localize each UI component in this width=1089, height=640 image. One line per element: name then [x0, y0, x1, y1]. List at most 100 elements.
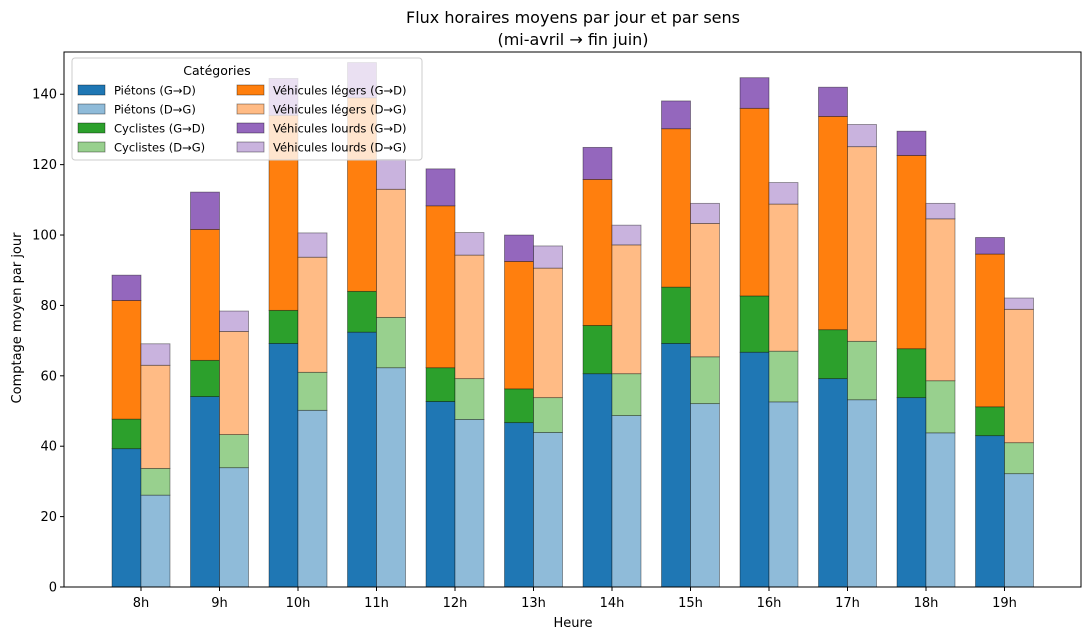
- bar-vehicules-legers-d-to-g-17h: [847, 146, 877, 342]
- legend-swatch-vehicules-lourds-g-to-d: [236, 122, 265, 134]
- bar-vehicules-lourds-d-to-g-14h: [611, 224, 642, 246]
- bar-vehicules-lourds-g-to-d-18h: [896, 130, 927, 156]
- legend: Catégories Piétons (G→D) Piétons (D→G) Cycl…: [71, 57, 423, 161]
- bar-vehicules-legers-g-to-d-13h: [504, 261, 534, 390]
- bar-vehicules-lourds-d-to-g-19h: [1004, 297, 1034, 310]
- bar-vehicules-lourds-d-to-g-11h: [376, 158, 406, 190]
- legend-label-pietons-d-to-g: Piétons (D→G): [114, 103, 196, 117]
- bar-cyclistes-g-to-d-14h: [582, 325, 613, 375]
- bar-pietons-g-to-d-10h: [268, 343, 299, 588]
- bar-cyclistes-g-to-d-19h: [975, 406, 1005, 437]
- bar-vehicules-lourds-g-to-d-15h: [661, 100, 691, 130]
- bar-pietons-d-to-g-11h: [376, 367, 406, 588]
- bar-cyclistes-d-to-g-17h: [847, 340, 877, 401]
- bar-cyclistes-d-to-g-18h: [925, 380, 956, 434]
- bar-cyclistes-d-to-g-10h: [297, 371, 328, 411]
- bar-pietons-g-to-d-17h: [818, 378, 848, 588]
- legend-swatch-vehicules-lourds-d-to-g: [236, 141, 265, 153]
- y-tick-label: 40: [40, 440, 57, 455]
- legend-label-vehicules-lourds-d-to-g: Véhicules lourds (D→G): [273, 141, 406, 155]
- bar-pietons-d-to-g-14h: [611, 415, 642, 588]
- bar-pietons-d-to-g-12h: [454, 419, 485, 588]
- bar-pietons-g-to-d-15h: [661, 343, 691, 588]
- bar-pietons-g-to-d-9h: [190, 396, 220, 588]
- bars-layer: [111, 62, 1034, 588]
- bar-vehicules-lourds-d-to-g-18h: [925, 202, 956, 220]
- bar-cyclistes-g-to-d-18h: [896, 348, 927, 399]
- x-tick-label: 10h: [286, 596, 311, 611]
- bar-vehicules-legers-d-to-g-15h: [690, 223, 720, 358]
- legend-swatch-cyclistes-d-to-g: [77, 141, 106, 153]
- bar-pietons-g-to-d-14h: [582, 373, 613, 588]
- bar-vehicules-lourds-d-to-g-15h: [690, 202, 720, 224]
- legend-title: Catégories: [183, 63, 250, 78]
- bar-vehicules-legers-g-to-d-12h: [425, 205, 456, 369]
- bar-cyclistes-g-to-d-9h: [190, 359, 220, 397]
- bar-vehicules-legers-d-to-g-12h: [454, 254, 485, 380]
- bar-cyclistes-g-to-d-17h: [818, 329, 848, 380]
- y-tick-label: 0: [49, 581, 57, 596]
- bar-vehicules-lourds-g-to-d-17h: [818, 86, 848, 117]
- bar-cyclistes-g-to-d-8h: [111, 418, 142, 450]
- bar-vehicules-lourds-d-to-g-10h: [297, 232, 328, 258]
- legend-label-vehicules-legers-d-to-g: Véhicules légers (D→G): [273, 103, 406, 117]
- legend-swatch-vehicules-legers-g-to-d: [236, 84, 265, 96]
- bar-vehicules-legers-d-to-g-14h: [611, 244, 642, 375]
- bar-vehicules-legers-g-to-d-15h: [661, 128, 691, 288]
- y-tick-label: 80: [40, 299, 57, 314]
- bar-vehicules-legers-d-to-g-11h: [376, 188, 406, 318]
- x-tick-label: 18h: [914, 596, 939, 611]
- chart-subtitle: (mi-avril → fin juin): [497, 30, 648, 49]
- bar-vehicules-legers-d-to-g-18h: [925, 218, 956, 382]
- bar-pietons-g-to-d-8h: [111, 448, 142, 588]
- bar-pietons-d-to-g-15h: [690, 403, 720, 588]
- bar-cyclistes-d-to-g-11h: [376, 316, 406, 369]
- bar-vehicules-legers-d-to-g-8h: [140, 364, 171, 469]
- x-tick-label: 11h: [364, 596, 389, 611]
- bar-cyclistes-g-to-d-16h: [739, 295, 770, 353]
- bar-vehicules-lourds-g-to-d-16h: [739, 77, 770, 109]
- x-tick-label: 14h: [600, 596, 625, 611]
- bar-vehicules-lourds-d-to-g-12h: [454, 232, 485, 256]
- bar-pietons-d-to-g-13h: [533, 432, 563, 588]
- plot-frame: [63, 51, 1082, 588]
- bar-pietons-g-to-d-13h: [504, 422, 534, 588]
- y-tick-label: 100: [32, 229, 57, 244]
- legend-swatch-pietons-g-to-d: [77, 84, 106, 96]
- x-axis-label: Heure: [553, 616, 592, 631]
- bar-cyclistes-g-to-d-10h: [268, 309, 299, 344]
- bar-vehicules-lourds-g-to-d-9h: [190, 191, 220, 230]
- y-axis-label: Comptage moyen par jour: [10, 232, 25, 404]
- bar-vehicules-legers-d-to-g-16h: [768, 203, 799, 352]
- legend-swatch-pietons-d-to-g: [77, 103, 106, 115]
- bar-pietons-d-to-g-8h: [140, 494, 171, 588]
- bar-pietons-d-to-g-16h: [768, 401, 799, 588]
- bar-pietons-g-to-d-18h: [896, 397, 927, 588]
- bar-vehicules-lourds-d-to-g-8h: [140, 343, 171, 366]
- bar-vehicules-lourds-g-to-d-19h: [975, 237, 1005, 255]
- bar-pietons-d-to-g-19h: [1004, 473, 1034, 588]
- x-tick-label: 9h: [211, 596, 228, 611]
- bar-vehicules-lourds-d-to-g-9h: [219, 310, 249, 332]
- bar-pietons-g-to-d-11h: [347, 331, 377, 588]
- chart-title: Flux horaires moyens par jour et par sen…: [406, 8, 740, 27]
- bar-vehicules-lourds-d-to-g-17h: [847, 124, 877, 148]
- x-tick-label: 8h: [133, 596, 150, 611]
- bar-cyclistes-g-to-d-11h: [347, 290, 377, 333]
- legend-label-vehicules-legers-g-to-d: Véhicules légers (G→D): [273, 84, 406, 98]
- legend-swatch-cyclistes-g-to-d: [77, 122, 106, 134]
- bar-cyclistes-d-to-g-19h: [1004, 442, 1034, 475]
- x-tick-label: 17h: [835, 596, 860, 611]
- x-tick-label: 13h: [521, 596, 546, 611]
- bar-cyclistes-d-to-g-9h: [219, 434, 249, 469]
- x-tick-label: 19h: [992, 596, 1017, 611]
- bar-cyclistes-d-to-g-14h: [611, 373, 642, 416]
- bar-vehicules-legers-d-to-g-13h: [533, 267, 563, 399]
- bar-vehicules-lourds-g-to-d-8h: [111, 274, 142, 301]
- bar-cyclistes-d-to-g-15h: [690, 356, 720, 405]
- legend-label-pietons-g-to-d: Piétons (G→D): [114, 84, 196, 98]
- x-tick-label: 16h: [757, 596, 782, 611]
- legend-label-vehicules-lourds-g-to-d: Véhicules lourds (G→D): [273, 122, 406, 136]
- y-tick-label: 60: [40, 369, 57, 384]
- bar-pietons-g-to-d-19h: [975, 435, 1005, 588]
